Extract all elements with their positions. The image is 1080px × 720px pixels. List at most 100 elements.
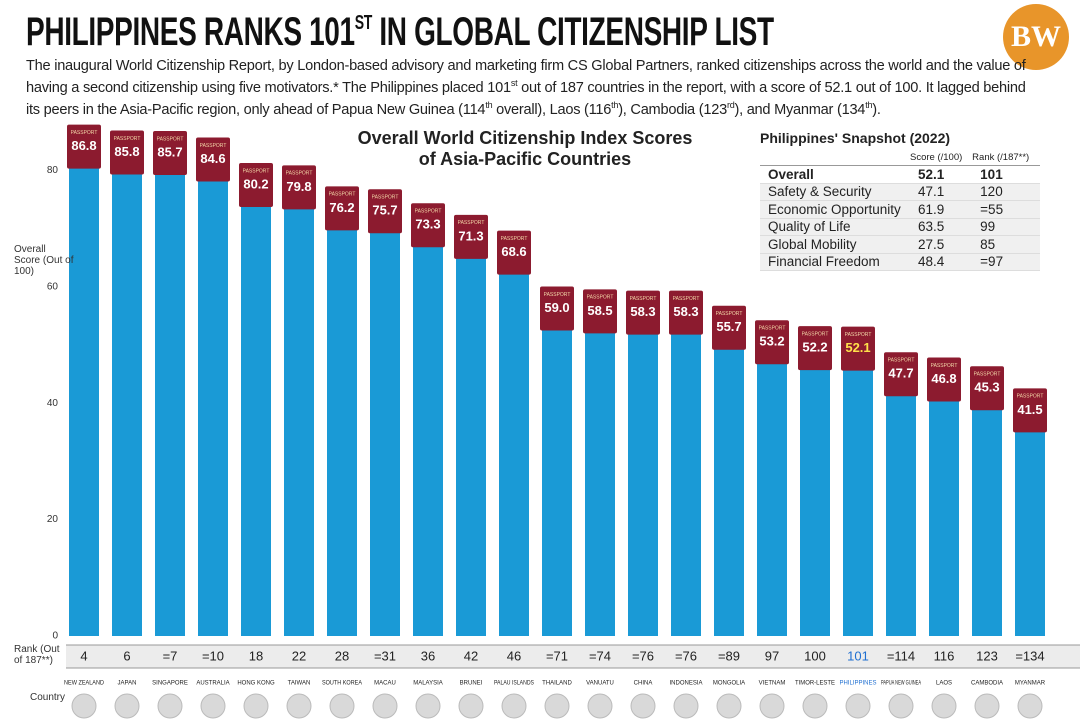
column-header	[760, 150, 910, 166]
x-tick-label: HONG KONG	[237, 681, 275, 687]
passport	[282, 165, 316, 210]
chart-title: Overall World Citizenship Index Scores	[358, 128, 693, 148]
table-row: Quality of Life 63.5 99	[760, 218, 1040, 236]
rank-label: 4	[80, 648, 87, 663]
flag	[286, 693, 312, 719]
passport	[540, 286, 574, 331]
x-tick-label: TAIWAN	[288, 681, 311, 687]
description-text: out of 187 countries in the report, with…	[26, 79, 1026, 118]
country-label: Country	[30, 692, 66, 703]
value-label: 53.2	[759, 334, 784, 349]
title-text: PHILIPPINES RANKS 101	[26, 10, 355, 54]
x-tick-label: LAOS	[936, 681, 952, 687]
passport	[798, 326, 832, 371]
y-tick-label: 0	[52, 631, 58, 642]
rank-label: 100	[804, 648, 826, 663]
passport-label: PASSPORT	[630, 296, 657, 302]
x-tick-label: JAPAN	[118, 681, 137, 687]
passport	[1013, 388, 1047, 433]
table-row: Financial Freedom 48.4 =97	[760, 253, 1040, 271]
flag	[243, 693, 269, 719]
x-tick-label: CAMBODIA	[971, 681, 1003, 687]
bar	[714, 311, 744, 636]
description: The inaugural World Citizenship Report, …	[26, 58, 1026, 119]
passport	[196, 137, 230, 182]
x-tick-label: AUSTRALIA	[196, 681, 229, 687]
passport-label: PASSPORT	[458, 220, 485, 226]
bar	[456, 220, 486, 636]
y-axis-label: Overall Score (Out of 100)	[14, 244, 74, 277]
value-label: 84.6	[200, 151, 225, 166]
value-label: 46.8	[931, 371, 956, 386]
table: Score (/100) Rank (/187**) Overall 52.1 101 S…	[760, 150, 1040, 271]
flag	[716, 693, 742, 719]
flag	[200, 693, 226, 719]
flag	[974, 693, 1000, 719]
passport	[368, 189, 402, 234]
passport-label: PASSPORT	[243, 168, 270, 174]
value-label: 41.5	[1017, 402, 1042, 417]
value-label: 59.0	[544, 300, 569, 315]
passport-label: PASSPORT	[1017, 394, 1044, 400]
bar	[972, 372, 1002, 636]
value-label: 58.3	[630, 304, 655, 319]
passport-label: PASSPORT	[974, 372, 1001, 378]
value-label: 47.7	[888, 366, 913, 381]
logo: BW	[1003, 4, 1069, 70]
table-row: Safety & Security 47.1 120	[760, 183, 1040, 201]
passport	[755, 320, 789, 365]
flag	[71, 693, 97, 719]
snapshot-table: Philippines' Snapshot (2022) Score (/100…	[760, 130, 1040, 271]
x-tick-label: MALAYSIA	[413, 681, 443, 687]
passport-label: PASSPORT	[888, 358, 915, 364]
rank-label: =114	[887, 648, 915, 663]
passport	[712, 305, 746, 350]
rank-label: =89	[718, 648, 740, 663]
description-text: The inaugural World Citizenship Report, …	[26, 58, 1026, 96]
rank-label: =71	[546, 648, 568, 663]
rank-row-bg	[66, 645, 1080, 668]
table-row: Overall 52.1 101	[760, 165, 1040, 184]
table-cell: 63.5	[910, 218, 973, 236]
chart-title: of Asia-Pacific Countries	[419, 149, 631, 169]
table-row: Economic Opportunity 61.9 =55	[760, 200, 1040, 219]
bar	[241, 169, 271, 636]
x-tick-label: TIMOR-LESTE	[795, 681, 835, 687]
rank-label: =134	[1015, 648, 1044, 663]
x-tick-label: CHINA	[634, 681, 653, 687]
rank-label: 22	[292, 648, 306, 663]
passport-label: PASSPORT	[200, 143, 227, 149]
superscript: th	[865, 99, 873, 110]
x-tick-label: SINGAPORE	[152, 681, 188, 687]
passport-label: PASSPORT	[587, 295, 614, 301]
bar	[69, 130, 99, 636]
flag	[587, 693, 613, 719]
rank-label: 36	[421, 648, 435, 663]
value-label: 76.2	[329, 200, 354, 215]
superscript: th	[611, 99, 619, 110]
y-tick-label: 60	[47, 281, 59, 292]
value-label: 55.7	[716, 319, 741, 334]
passport-label: PASSPORT	[286, 171, 313, 177]
x-tick-label: BRUNEI	[460, 681, 483, 687]
passport	[669, 290, 703, 335]
flag	[329, 693, 355, 719]
x-tick-label: NEW ZEALAND	[64, 681, 105, 687]
rank-label: =7	[163, 648, 178, 663]
flag	[1017, 693, 1043, 719]
table-row: Global Mobility 27.5 85	[760, 235, 1040, 254]
passport	[411, 203, 445, 248]
flag	[888, 693, 914, 719]
rank-label: =76	[675, 648, 697, 663]
passport-label: PASSPORT	[716, 311, 743, 317]
superscript: th	[485, 99, 493, 110]
y-tick-label: 40	[47, 398, 59, 409]
passport-label: PASSPORT	[802, 331, 829, 337]
passport	[454, 214, 488, 259]
value-label: 85.7	[157, 144, 182, 159]
passport-label: PASSPORT	[931, 363, 958, 369]
rank-label: 28	[335, 648, 349, 663]
bar	[843, 332, 873, 636]
